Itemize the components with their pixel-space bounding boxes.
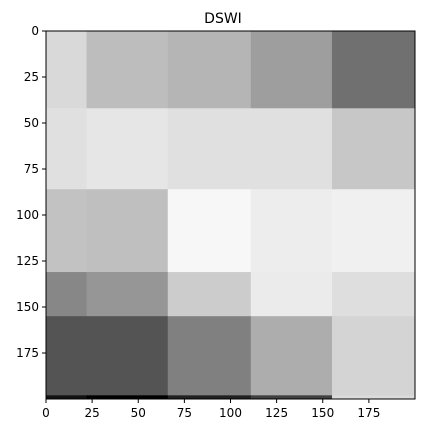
- chart-title: DSWI: [204, 11, 242, 27]
- x-tick-label: 0: [42, 406, 50, 420]
- x-tick-label: 100: [219, 406, 242, 420]
- heatmap-cell: [167, 272, 252, 317]
- x-tick-label: 25: [84, 406, 99, 420]
- y-tick-label: 25: [24, 70, 39, 84]
- heatmap-cell: [46, 31, 88, 49]
- heatmap-cell: [250, 47, 333, 109]
- x-tick-label: 50: [131, 406, 146, 420]
- heatmap-cell: [46, 272, 88, 317]
- heatmap-cell: [331, 395, 416, 400]
- y-tick-label: 150: [16, 300, 39, 314]
- heatmap-cell: [86, 272, 169, 317]
- x-tick-label: 125: [265, 406, 288, 420]
- heatmap-cell: [250, 189, 333, 273]
- heatmap-cell: [331, 189, 416, 273]
- heatmap-cell: [46, 47, 88, 109]
- heatmap-cell: [86, 189, 169, 273]
- heatmap-cell: [167, 316, 252, 396]
- heatmap-cell: [250, 108, 333, 190]
- heatmap-cell: [250, 316, 333, 396]
- heatmap-cell: [46, 395, 88, 400]
- heatmap-cell: [167, 31, 252, 49]
- x-tick-label: 175: [357, 406, 380, 420]
- heatmap-cell: [86, 395, 169, 400]
- heatmap-cell: [167, 395, 252, 400]
- y-tick-label: 75: [24, 162, 39, 176]
- y-tick-label: 100: [16, 208, 39, 222]
- heatmap-cell: [86, 316, 169, 396]
- heatmap-cells: [46, 31, 416, 400]
- heatmap-cell: [331, 47, 416, 109]
- heatmap-cell: [86, 108, 169, 190]
- y-tick-label: 175: [16, 346, 39, 360]
- x-tick-label: 150: [311, 406, 334, 420]
- heatmap-cell: [250, 395, 333, 400]
- heatmap-cell: [250, 272, 333, 317]
- heatmap-cell: [167, 108, 252, 190]
- heatmap-cell: [167, 47, 252, 109]
- x-tick-label: 75: [177, 406, 192, 420]
- heatmap-cell: [331, 31, 416, 49]
- heatmap-cell: [331, 272, 416, 317]
- heatmap-cell: [86, 31, 169, 49]
- y-tick-label: 50: [24, 116, 39, 130]
- heatmap-cell: [250, 31, 333, 49]
- heatmap-cell: [167, 189, 252, 273]
- heatmap-cell: [46, 108, 88, 190]
- x-axis: 0 25 50 75 100 125 150 175: [42, 399, 380, 420]
- heatmap-cell: [46, 189, 88, 273]
- y-axis: 0 25 50 75 100 125 150 175: [16, 24, 46, 360]
- y-tick-label: 0: [31, 24, 39, 38]
- heatmap-cell: [331, 108, 416, 190]
- heatmap-cell: [331, 316, 416, 396]
- heatmap-cell: [46, 316, 88, 396]
- y-tick-label: 125: [16, 254, 39, 268]
- heatmap-cell: [86, 47, 169, 109]
